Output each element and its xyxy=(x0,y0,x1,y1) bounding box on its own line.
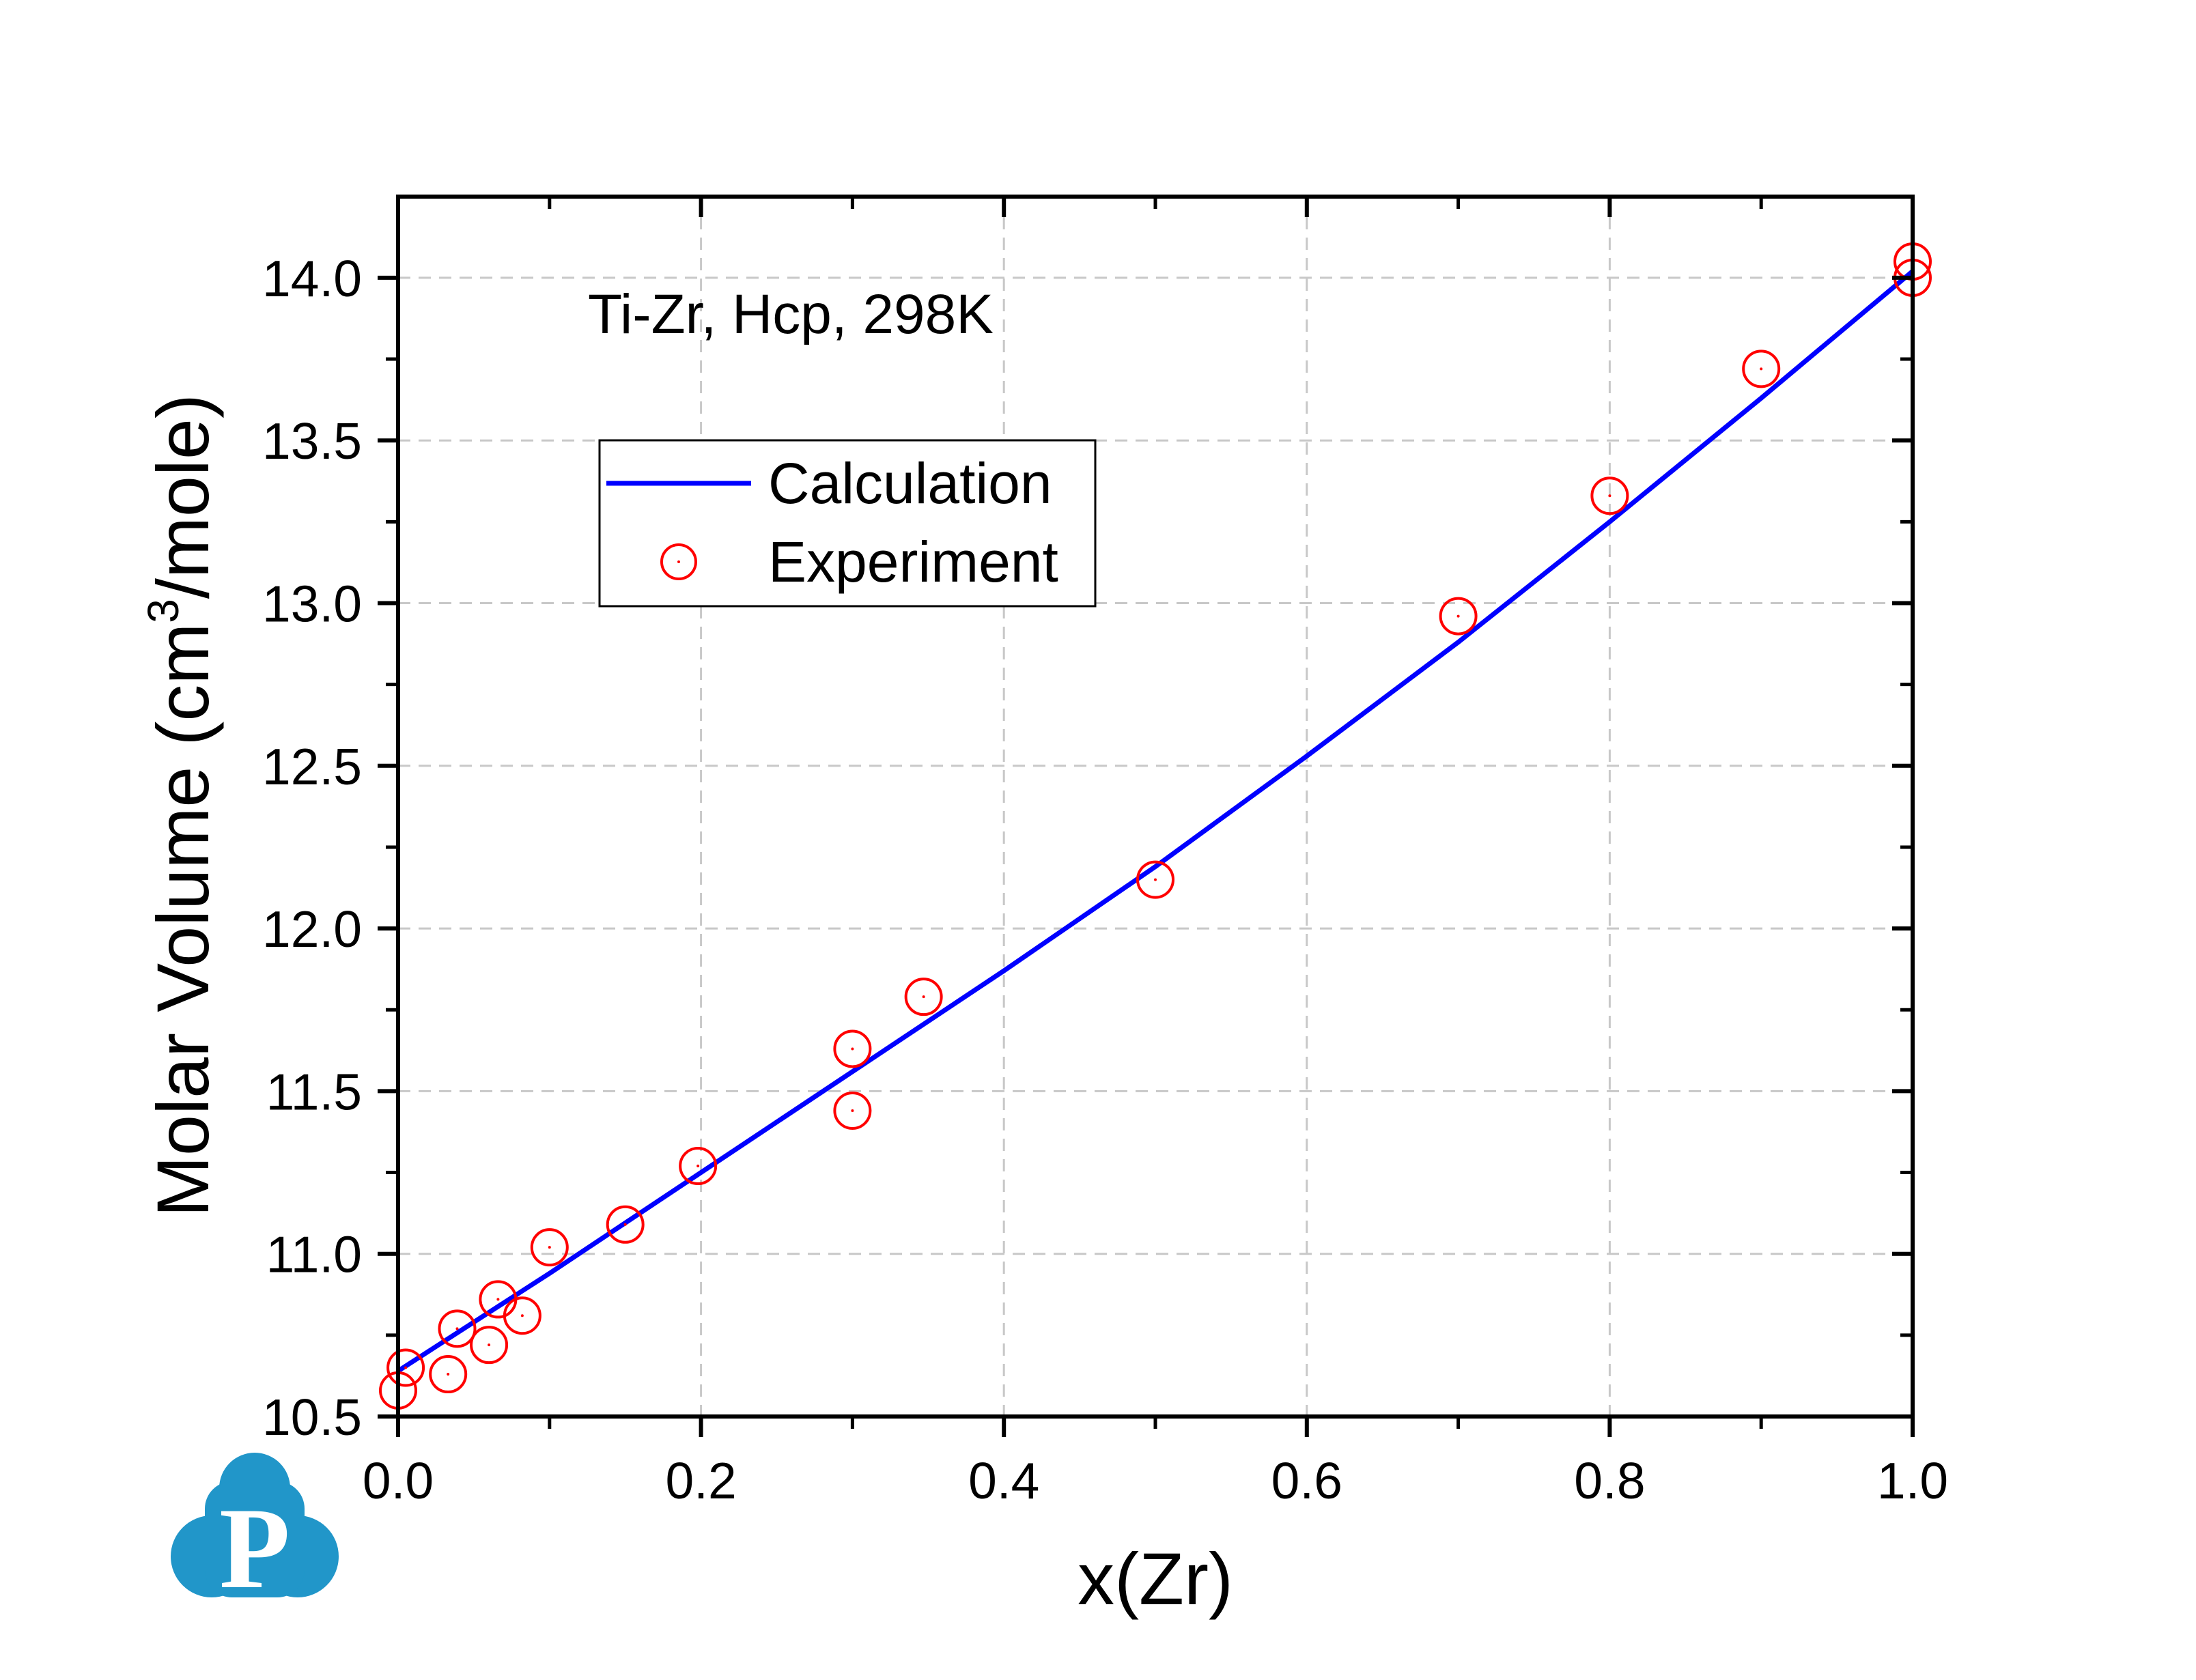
y-tick-label: 13.5 xyxy=(262,412,362,470)
x-tick-label: 0.0 xyxy=(363,1452,434,1509)
experiment-point xyxy=(503,1296,541,1335)
experiment-point-center xyxy=(1608,494,1611,498)
experiment-point xyxy=(1590,476,1629,515)
y-tick-label: 12.0 xyxy=(262,900,362,958)
experiment-point-center xyxy=(1760,367,1763,371)
y-axis-label: Molar Volume (cm3/mole) xyxy=(139,394,224,1217)
y-tick-label: 11.5 xyxy=(266,1063,362,1120)
y-tick-label: 14.0 xyxy=(262,250,362,307)
experiment-point xyxy=(606,1205,645,1244)
plot-marks xyxy=(379,242,1932,1410)
y-tick-label: 13.0 xyxy=(262,575,362,633)
experiment-point-center xyxy=(548,1246,551,1249)
experiment-point xyxy=(833,1029,872,1068)
legend-label-calculation: Calculation xyxy=(768,451,1052,515)
x-tick-label: 1.0 xyxy=(1877,1452,1948,1509)
experiment-point xyxy=(1742,350,1781,388)
experiment-point-center xyxy=(496,1298,500,1301)
ticks: 0.0 0.2 0.4 0.6 0.8 1.0 10.5 11.0 11.5 12.0 12.5 13… xyxy=(262,197,1948,1509)
x-tick-label: 0.2 xyxy=(665,1452,736,1509)
legend-label-experiment: Experiment xyxy=(768,530,1058,594)
legend: Calculation Experiment xyxy=(598,439,1097,608)
experiment-point-center xyxy=(520,1314,524,1318)
y-tick-label: 10.5 xyxy=(262,1389,362,1446)
experiment-point xyxy=(429,1355,468,1394)
y-tick-label: 11.0 xyxy=(266,1226,362,1283)
calculation-line xyxy=(397,269,1915,1373)
experiment-point-center xyxy=(623,1223,627,1226)
experiment-point-center xyxy=(851,1047,854,1051)
y-tick-label: 12.5 xyxy=(262,738,362,795)
experiment-point xyxy=(679,1147,718,1186)
experiment-point-center xyxy=(1154,878,1157,881)
experiment-point xyxy=(1136,860,1174,899)
x-tick-label: 0.4 xyxy=(968,1452,1039,1509)
legend-marker-swatch xyxy=(660,543,697,580)
experiment-point xyxy=(438,1309,477,1348)
legend-marker-dot xyxy=(677,560,680,563)
experiment-point-center xyxy=(447,1373,450,1376)
annotation: Ti-Zr, Hcp, 298K xyxy=(588,283,994,345)
experiment-point-center xyxy=(1456,614,1460,618)
experiment-point-center xyxy=(851,1109,854,1112)
plot-frame xyxy=(396,195,1915,1419)
experiment-point-center xyxy=(455,1327,459,1330)
experiment-point xyxy=(1439,597,1478,636)
experiment-point-center xyxy=(922,995,925,999)
experiment-point xyxy=(833,1091,872,1130)
logo-letter: P xyxy=(219,1484,290,1612)
x-tick-label: 0.8 xyxy=(1574,1452,1645,1509)
experiment-point xyxy=(530,1228,569,1267)
grid xyxy=(398,197,1913,1416)
experiment-point xyxy=(904,978,943,1016)
experiment-point xyxy=(386,1348,425,1387)
experiment-point-center xyxy=(404,1366,408,1369)
experiment-point-center xyxy=(488,1343,491,1347)
logo: P xyxy=(171,1453,339,1612)
experiment-point-center xyxy=(696,1165,700,1168)
x-axis-label: x(Zr) xyxy=(1078,1537,1233,1620)
experiment-point xyxy=(470,1326,509,1365)
x-tick-label: 0.6 xyxy=(1271,1452,1342,1509)
